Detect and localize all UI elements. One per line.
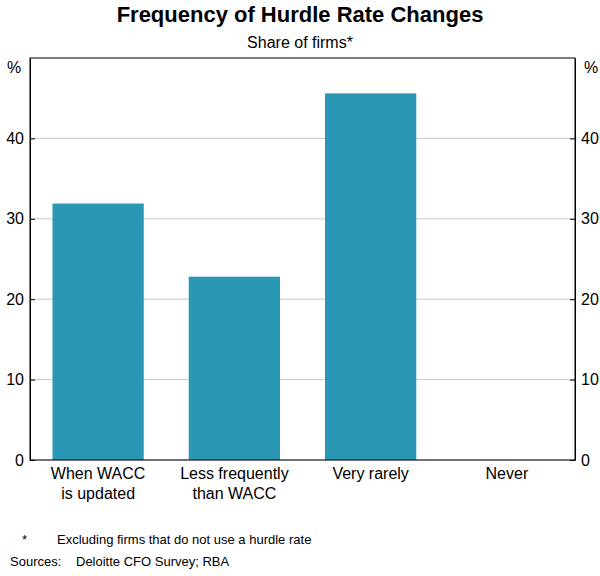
unit-left: % (7, 59, 21, 76)
tick-label: Less frequentlythan WACC (180, 465, 289, 501)
tick-label: Never (486, 465, 529, 482)
tick-label: Very rarely (332, 465, 408, 482)
tick-mark (570, 380, 575, 381)
bars (52, 93, 416, 460)
tick-mark (30, 380, 35, 381)
tick-label: 20 (581, 291, 599, 308)
axis-line (575, 59, 576, 461)
sources: Deloitte CFO Survey; RBA (76, 554, 229, 569)
tick: 10 (570, 371, 599, 388)
tick-mark (570, 138, 575, 139)
tick-mark (30, 219, 35, 220)
frame (30, 58, 575, 460)
tick: 20 (6, 291, 35, 308)
y-axis-right: 0 10 20 30 40 (570, 59, 599, 469)
tick: 30 (570, 210, 599, 227)
x-axis: When WACCis updated Less frequentlythan W… (51, 465, 529, 501)
tick: 0 (15, 452, 35, 469)
unit-right: % (584, 59, 598, 76)
footnote: Excluding firms that do not use a hurdle… (57, 532, 311, 547)
tick: Very rarely (332, 465, 408, 482)
tick: 0 (570, 452, 590, 469)
tick-mark (30, 299, 35, 300)
tick-label: 10 (6, 371, 24, 388)
axis-line (30, 59, 31, 461)
y-axis-left: 0 10 20 30 40 (6, 59, 35, 469)
tick: 10 (6, 371, 35, 388)
bar (325, 93, 416, 460)
tick-label: 30 (581, 210, 599, 227)
tick-label: 40 (581, 130, 599, 147)
tick-label: 0 (581, 452, 590, 469)
tick: 20 (570, 291, 599, 308)
tick-label: 20 (6, 291, 24, 308)
bar (189, 277, 280, 460)
grid-line (30, 138, 575, 139)
tick-label: 40 (6, 130, 24, 147)
chart: Frequency of Hurdle Rate Changes Share of… (0, 0, 600, 576)
tick-mark (30, 460, 35, 461)
tick-mark (30, 138, 35, 139)
tick: Never (486, 465, 529, 482)
title: Frequency of Hurdle Rate Changes (117, 2, 484, 27)
grid (30, 138, 575, 460)
tick-mark (570, 299, 575, 300)
sources-label: Sources: (10, 554, 61, 569)
tick-mark (570, 460, 575, 461)
tick: When WACCis updated (51, 465, 146, 501)
tick: 40 (570, 130, 599, 147)
tick-label: 10 (581, 371, 599, 388)
tick: Less frequentlythan WACC (180, 465, 289, 501)
subtitle: Share of firms* (247, 34, 353, 51)
tick: 30 (6, 210, 35, 227)
plot: 0 10 20 30 40 0 10 20 30 40%% When WACCis updated L… (6, 58, 599, 502)
footnote-marker: * (22, 532, 27, 547)
bar (52, 204, 143, 460)
tick: 40 (6, 130, 35, 147)
tick-mark (570, 219, 575, 220)
tick-label: When WACCis updated (51, 465, 146, 501)
tick-label: 30 (6, 210, 24, 227)
tick-label: 0 (15, 452, 24, 469)
